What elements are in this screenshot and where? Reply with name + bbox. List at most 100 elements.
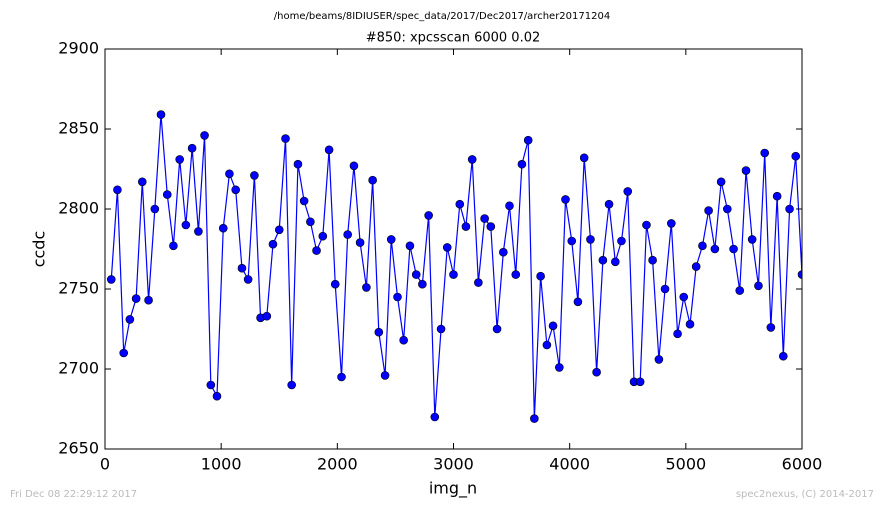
data-point: [212, 391, 222, 401]
data-point: [113, 185, 122, 195]
x-tick-label: 3000: [433, 455, 474, 474]
data-point: [511, 270, 521, 279]
data-point: [449, 270, 458, 279]
data-point: [119, 348, 129, 358]
data-point: [150, 204, 160, 214]
data-point: [698, 241, 707, 251]
data-point: [635, 377, 645, 387]
data-point: [517, 159, 527, 169]
data-point: [592, 367, 601, 377]
data-point: [530, 414, 539, 423]
data-point: [162, 190, 172, 199]
data-point: [436, 324, 446, 334]
data-point: [225, 169, 234, 179]
plot-area: [106, 110, 802, 423]
data-point: [206, 380, 216, 390]
y-tick-label: 2650: [58, 439, 99, 458]
data-point: [679, 292, 689, 302]
data-point: [231, 185, 240, 195]
data-point: [642, 220, 651, 230]
data-point: [368, 175, 377, 185]
data-point: [536, 271, 545, 281]
data-point: [169, 241, 178, 251]
data-point: [579, 153, 589, 163]
data-point: [586, 235, 595, 244]
data-point: [268, 239, 278, 249]
data-point: [747, 235, 757, 244]
data-point: [573, 297, 583, 307]
data-point: [723, 204, 732, 214]
data-point: [797, 270, 802, 279]
series-line: [110, 114, 802, 419]
y-tick-label: 2850: [58, 119, 99, 138]
data-point: [374, 327, 384, 337]
data-point: [598, 255, 608, 265]
data-point: [306, 217, 315, 227]
data-point: [704, 206, 713, 215]
data-point: [337, 372, 346, 382]
data-point: [766, 323, 776, 332]
data-point: [318, 231, 328, 241]
data-point: [542, 340, 552, 350]
x-tick-label: 5000: [665, 455, 706, 474]
x-tick-label: 0: [100, 455, 110, 474]
data-point: [181, 220, 191, 230]
data-point: [778, 351, 788, 361]
data-point: [405, 241, 415, 251]
data-point: [467, 155, 477, 164]
data-point: [741, 166, 751, 175]
data-point: [455, 199, 465, 209]
data-point: [685, 319, 695, 329]
data-point: [716, 177, 726, 187]
x-tick-label: 6000: [782, 455, 823, 474]
data-point: [505, 201, 514, 211]
data-point: [393, 292, 402, 302]
data-point: [442, 243, 452, 252]
data-point: [194, 227, 203, 236]
data-point: [299, 196, 309, 206]
data-point: [754, 281, 763, 291]
data-point: [324, 145, 334, 155]
x-axis-label: img_n: [429, 479, 477, 499]
data-point: [144, 295, 153, 305]
y-tick-label: 2900: [58, 39, 99, 58]
data-point: [287, 380, 296, 390]
data-point: [218, 223, 228, 233]
data-point: [654, 355, 664, 364]
data-point: [567, 236, 577, 246]
data-point: [729, 244, 738, 254]
data-point: [399, 335, 408, 345]
footer-left: Fri Dec 08 22:29:12 2017: [10, 489, 137, 500]
data-point: [492, 324, 502, 334]
data-point: [611, 257, 620, 267]
data-point: [187, 143, 197, 153]
data-point: [362, 283, 371, 292]
data-point: [461, 222, 471, 231]
data-point: [200, 131, 209, 140]
data-point: [312, 246, 321, 255]
data-point: [548, 321, 558, 331]
data-point: [604, 199, 614, 209]
data-point: [660, 284, 670, 294]
data-point: [691, 262, 701, 271]
data-point: [237, 263, 247, 273]
data-point: [785, 204, 794, 214]
data-point: [710, 244, 720, 254]
data-point: [430, 412, 440, 422]
data-point: [486, 222, 496, 231]
chart-title: #850: xpcsscan 6000 0.02: [366, 31, 541, 46]
x-tick-label: 2000: [317, 455, 358, 474]
suptitle: /home/beams/8IDIUSER/spec_data/2017/Dec2…: [274, 11, 610, 22]
footer-right: spec2nexus, (C) 2014-2017: [736, 489, 874, 500]
data-point: [281, 134, 290, 143]
data-point: [480, 214, 489, 223]
y-axis-label: ccdc: [30, 231, 49, 268]
data-point: [355, 238, 365, 247]
data-point: [424, 211, 433, 220]
data-point: [274, 225, 284, 235]
data-point: [131, 294, 141, 303]
data-point: [418, 279, 427, 289]
data-point: [772, 191, 782, 201]
y-tick-label: 2700: [58, 359, 99, 378]
data-point: [175, 155, 184, 164]
